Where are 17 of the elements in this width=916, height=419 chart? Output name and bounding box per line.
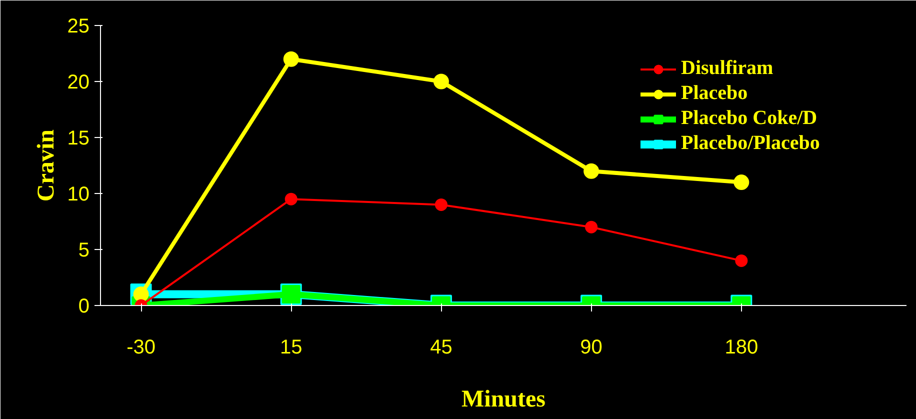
legend-label: Placebo Coke/D [681,107,818,130]
legend-label: Placebo [681,82,748,105]
x-tick-label: 45 [430,336,452,358]
x-tick-label: -30 [126,336,156,358]
y-tick-label: 25 [67,16,90,38]
y-tick-label: 0 [78,296,90,318]
legend-label: Placebo/Placebo [681,132,820,155]
x-tick-label: 180 [724,336,758,358]
y-tick-label: 10 [67,184,90,206]
y-tick-label: 5 [78,240,90,262]
legend-label: Disulfiram [681,57,774,80]
y-tick-label: 20 [67,72,90,94]
x-axis-title: Minutes [462,386,546,412]
y-axis-title: Cravin [33,130,60,202]
x-tick-label: 90 [580,336,602,358]
y-tick-label: 15 [67,128,90,150]
x-tick-label: 15 [280,336,302,358]
